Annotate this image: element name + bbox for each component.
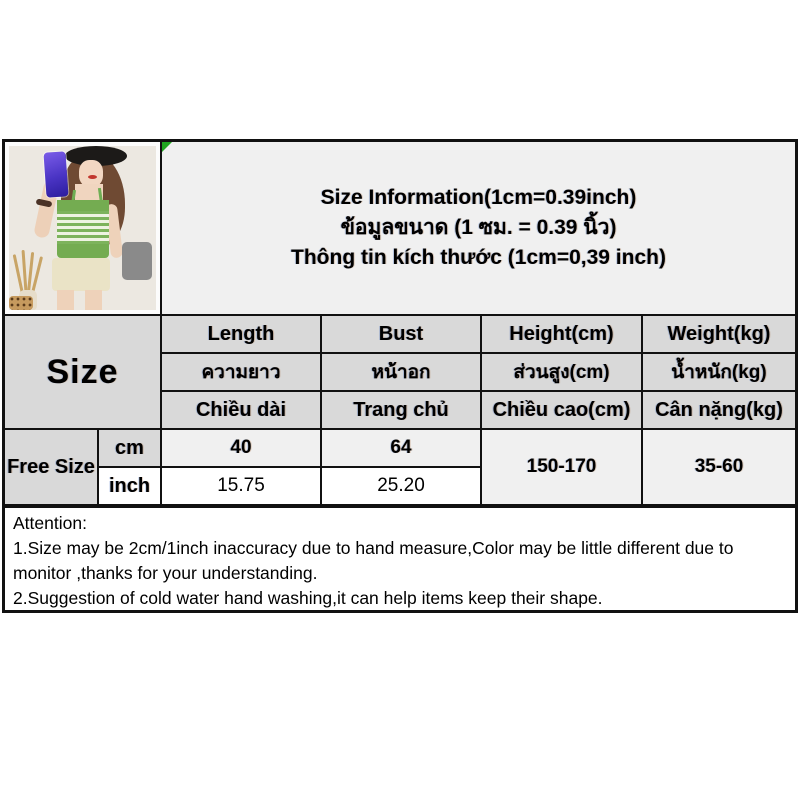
col-header-height-vi: Chiều cao(cm) (482, 392, 641, 428)
product-photo-frame (5, 142, 160, 314)
col-header-weight-th: น้ำหนัก(kg) (643, 354, 795, 390)
title-english: Size Information(1cm=0.39inch) (320, 186, 637, 209)
photo-bag (122, 242, 152, 280)
attention-line-2: 2.Suggestion of cold water hand washing,… (13, 588, 603, 608)
photo-leg (85, 290, 102, 310)
col-header-length-en: Length (162, 316, 320, 352)
unit-label-cm: cm (99, 430, 160, 466)
unit-label-inch: inch (99, 468, 160, 504)
attention-line-1: 1.Size may be 2cm/1inch inaccuracy due t… (13, 538, 734, 583)
value-height-range: 150-170 (482, 430, 641, 504)
title-cell: Size Information(1cm=0.39inch) ข้อมูลขนา… (162, 142, 795, 314)
col-header-bust-en: Bust (322, 316, 480, 352)
row-label-free-size: Free Size (5, 430, 97, 504)
col-header-bust-th: หน้าอก (322, 354, 480, 390)
photo-striped-top (57, 200, 109, 258)
col-header-height-th: ส่วนสูง(cm) (482, 354, 641, 390)
photo-top-stripes (57, 211, 109, 244)
value-bust-inch: 25.20 (322, 468, 480, 504)
photo-top-band (57, 200, 109, 211)
photo-lips (88, 175, 97, 179)
photo-leg (57, 290, 74, 310)
value-weight-range: 35-60 (643, 430, 795, 504)
col-header-weight-vi: Cân nặng(kg) (643, 392, 795, 428)
size-header: Size (5, 316, 160, 428)
col-header-weight-en: Weight(kg) (643, 316, 795, 352)
col-header-bust-vi: Trang chủ (322, 392, 480, 428)
photo-top-waistband (57, 244, 109, 258)
photo-phone (43, 151, 69, 198)
product-photo (9, 146, 156, 310)
product-photo-cell (5, 142, 160, 314)
photo-shorts (52, 258, 110, 291)
value-length-cm: 40 (162, 430, 320, 466)
photo-chest (75, 184, 103, 204)
photo-leopard-item (9, 296, 33, 310)
excel-error-triangle-icon (162, 142, 172, 152)
col-header-length-vi: Chiều dài (162, 392, 320, 428)
col-header-height-en: Height(cm) (482, 316, 641, 352)
value-bust-cm: 64 (322, 430, 480, 466)
photo-face (79, 160, 103, 187)
title-vietnamese: Thông tin kích thước (1cm=0,39 inch) (291, 246, 666, 269)
attention-heading: Attention: (13, 513, 87, 533)
value-length-inch: 15.75 (162, 468, 320, 504)
photo-hat (65, 146, 127, 166)
col-header-length-th: ความยาว (162, 354, 320, 390)
title-thai: ข้อมูลขนาด (1 ซม. = 0.39 นิ้ว) (340, 216, 617, 239)
size-table: Size Information(1cm=0.39inch) ข้อมูลขนา… (2, 139, 798, 507)
attention-box: Attention: 1.Size may be 2cm/1inch inacc… (2, 505, 798, 613)
